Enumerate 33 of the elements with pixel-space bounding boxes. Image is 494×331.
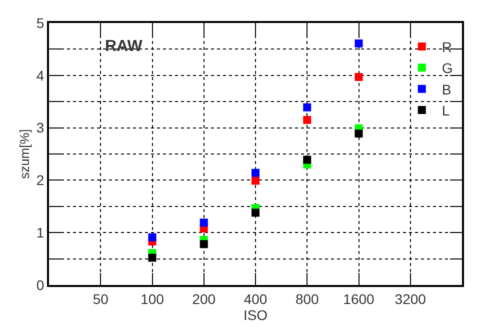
y-tick-label: 2	[36, 172, 44, 188]
point	[252, 208, 260, 217]
x-tick-label: 200	[192, 290, 216, 307]
point	[354, 39, 363, 48]
y-tick-label: 4	[36, 67, 44, 84]
x-tick-label: 400	[244, 290, 268, 307]
point	[354, 72, 363, 81]
legend-label: G	[442, 60, 453, 76]
point	[200, 240, 208, 248]
point	[252, 176, 260, 185]
point	[148, 254, 156, 262]
point	[303, 103, 312, 112]
legend-label: L	[442, 102, 450, 119]
y-tick-label: 0	[36, 276, 44, 293]
point	[200, 218, 208, 227]
x-tick-label: 100	[140, 290, 164, 307]
y-tick-label: 5	[36, 14, 44, 31]
y-axis-title: szum[%]	[16, 129, 32, 179]
y-tick-label: 3	[36, 120, 44, 136]
legend-label: R	[442, 38, 452, 55]
x-tick-label: 3200	[394, 290, 426, 307]
point	[303, 116, 312, 124]
x-axis-title: ISO	[243, 306, 268, 323]
x-tick-label: 50	[92, 290, 109, 307]
point	[303, 156, 312, 164]
point	[354, 130, 363, 138]
y-tick-label: 1	[36, 224, 44, 240]
annotation: RAW	[105, 38, 144, 55]
x-tick-label: 800	[295, 290, 320, 307]
point	[252, 168, 260, 177]
x-tick-label: 1600	[343, 290, 375, 307]
point	[148, 233, 156, 242]
legend-label: B	[442, 81, 452, 98]
